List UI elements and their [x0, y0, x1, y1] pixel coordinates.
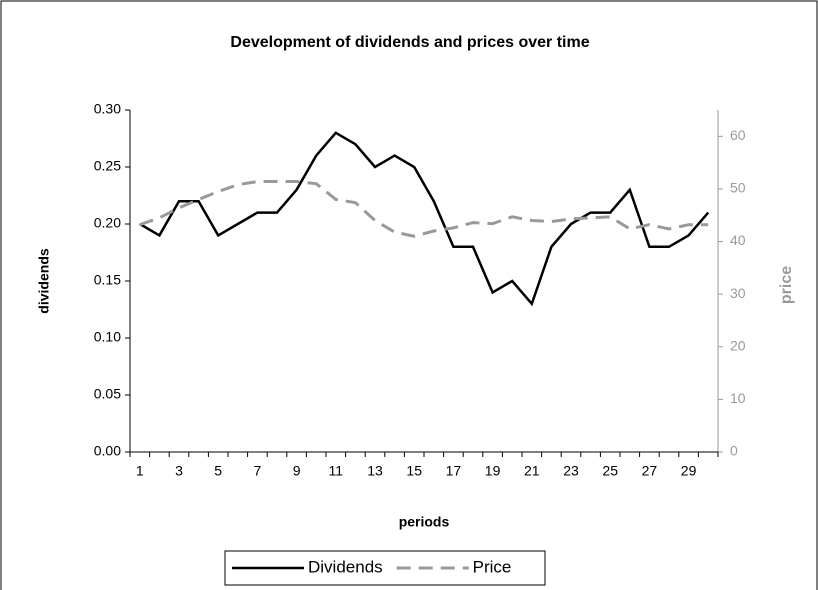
legend-label: Dividends	[308, 557, 383, 576]
chart-title: Development of dividends and prices over…	[230, 34, 589, 51]
y-tick-label: 0.00	[94, 443, 121, 459]
x-tick-label: 27	[642, 463, 658, 479]
y-tick-label: 0.25	[94, 158, 121, 174]
y-tick-label: 0.10	[94, 329, 121, 345]
y2-tick-label: 0	[730, 443, 738, 459]
y2-tick-label: 60	[730, 127, 746, 143]
line-series	[139, 131, 710, 307]
x-tick-label: 11	[329, 463, 344, 479]
x-tick-label: 17	[446, 463, 462, 479]
x-tick-label: 7	[254, 463, 262, 479]
y2-axis-label: price	[778, 266, 795, 304]
y-tick-label: 0.20	[94, 215, 121, 231]
x-tick-label: 13	[367, 463, 383, 479]
x-tick-label: 5	[214, 463, 222, 479]
x-tick-label: 21	[524, 463, 540, 479]
x-tick-label: 1	[136, 463, 144, 479]
x-axis-label: periods	[399, 514, 450, 530]
y2-tick-label: 40	[730, 232, 746, 248]
line-series	[139, 180, 709, 238]
x-tick-label: 25	[602, 463, 618, 479]
x-tick-label: 15	[406, 463, 422, 479]
y-tick-label: 0.15	[94, 272, 121, 288]
y2-tick-label: 30	[730, 285, 746, 301]
x-tick-label: 19	[485, 463, 501, 479]
y2-tick-label: 50	[730, 180, 746, 196]
x-tick-label: 9	[293, 463, 301, 479]
x-tick-label: 29	[681, 463, 697, 479]
y-tick-label: 0.05	[94, 386, 121, 402]
x-tick-label: 3	[175, 463, 183, 479]
x-tick-label: 23	[563, 463, 579, 479]
legend-label: Price	[473, 557, 512, 576]
y2-tick-label: 20	[730, 337, 746, 353]
y-axis-label: dividends	[36, 248, 52, 314]
y-tick-label: 0.30	[94, 101, 121, 117]
y2-tick-label: 10	[730, 390, 746, 406]
